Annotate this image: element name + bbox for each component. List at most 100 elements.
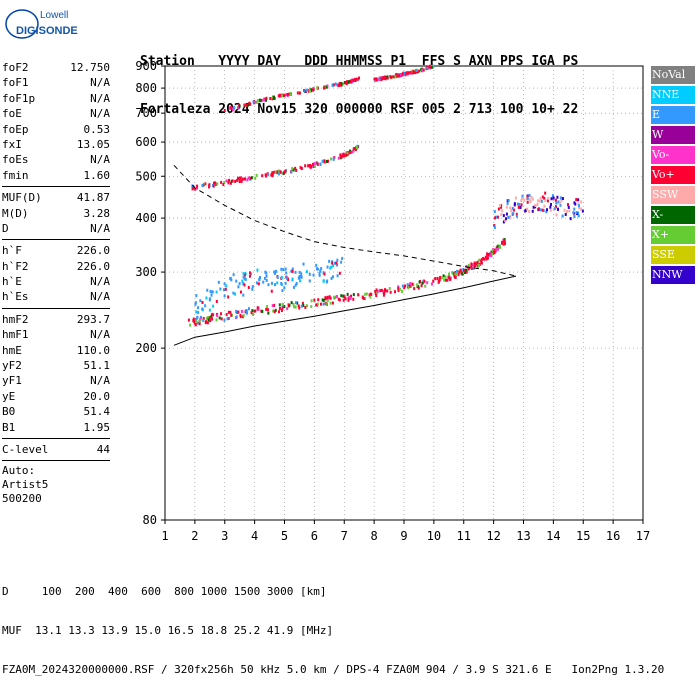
echo-point [312, 165, 315, 169]
echo-point [413, 287, 416, 291]
echo-point [336, 274, 339, 278]
echo-point [422, 68, 425, 72]
echo-point [323, 272, 326, 276]
echo-point [526, 200, 529, 204]
echo-point [208, 308, 211, 312]
x-tick-label: 13 [516, 529, 530, 543]
echo-point [271, 174, 274, 178]
echo-point [517, 205, 520, 209]
footer: D 100 200 400 600 800 1000 1500 3000 [km… [2, 559, 664, 689]
echo-point [348, 295, 351, 299]
echo-point [245, 311, 248, 315]
echo-point [342, 82, 345, 86]
echo-point [251, 285, 254, 289]
y-tick-label: 800 [135, 81, 157, 95]
echo-point [196, 184, 199, 188]
echo-point [512, 208, 515, 212]
echo-point [472, 263, 475, 267]
echo-point [309, 164, 312, 168]
echo-point [499, 205, 502, 209]
echo-point [415, 68, 418, 72]
param-name: B0 [2, 405, 16, 419]
echo-point [328, 259, 331, 263]
echo-point [474, 264, 477, 268]
echo-point [243, 273, 246, 277]
echo-point [256, 306, 259, 310]
echo-point [263, 276, 266, 280]
param-row: D N/A [2, 221, 110, 236]
echo-point [243, 283, 246, 287]
param-value: 0.53 [83, 122, 111, 136]
echo-point [247, 176, 250, 180]
echo-point [386, 75, 389, 79]
y-tick-label: 900 [135, 59, 157, 73]
echo-point [542, 209, 545, 213]
header: Station YYYY DAY DDD HHMMSS P1 FFS S AXN… [140, 22, 578, 134]
param-value: 51.1 [83, 359, 111, 373]
echo-point [573, 215, 576, 219]
echo-point [331, 83, 334, 87]
echo-point [280, 267, 283, 271]
param-name: foF1p [2, 91, 36, 105]
echo-point [520, 197, 523, 201]
echo-point [575, 198, 578, 202]
echo-point [242, 293, 245, 297]
echo-point [204, 182, 207, 186]
echo-point [220, 180, 223, 184]
echo-point [501, 209, 504, 213]
echo-point [357, 293, 360, 297]
echo-point [336, 263, 339, 267]
echo-point [347, 296, 350, 300]
echo-point [326, 295, 329, 299]
echo-point [212, 304, 215, 308]
echo-point [417, 284, 420, 288]
echo-point [196, 321, 199, 325]
echo-point [544, 191, 547, 195]
echo-point [554, 205, 557, 209]
echo-point [557, 207, 560, 211]
echo-point [340, 260, 343, 264]
echo-point [322, 299, 325, 303]
echo-point [417, 69, 420, 73]
echo-point [274, 170, 277, 174]
echo-point [334, 82, 337, 86]
param-value: 110.0 [76, 343, 110, 357]
echo-point [280, 275, 283, 279]
echo-point [345, 80, 348, 84]
echo-point [202, 183, 205, 187]
echo-point [300, 275, 303, 279]
footer-muf: MUF 13.1 13.3 13.9 15.0 16.5 18.8 25.2 4… [2, 624, 334, 637]
auto-line: Artist5 [2, 478, 49, 492]
echo-point [265, 98, 268, 102]
echo-point [291, 167, 294, 171]
echo-point [316, 162, 319, 166]
echo-point [342, 294, 345, 298]
echo-point [437, 280, 440, 284]
echo-point [560, 199, 563, 203]
legend-item: Vo+ [651, 166, 695, 184]
echo-point [536, 199, 539, 203]
echo-point [375, 288, 378, 292]
echo-point [255, 173, 258, 177]
echo-point [453, 272, 456, 276]
echo-point [344, 81, 347, 85]
echo-point [480, 258, 483, 262]
echo-point [465, 270, 468, 274]
echo-point [493, 210, 496, 214]
echo-point [526, 207, 529, 211]
echo-point [225, 313, 228, 317]
echo-point [247, 103, 250, 107]
echo-point [286, 92, 289, 96]
echo-point [403, 286, 406, 290]
echo-point [208, 316, 211, 320]
echo-point [464, 271, 467, 275]
logo-line2: DIGISONDE [16, 25, 78, 37]
param-row: yE 20.0 [2, 389, 110, 404]
echo-point [280, 282, 283, 286]
echo-point [370, 292, 373, 296]
echo-point [278, 93, 281, 97]
echo-point [541, 195, 544, 199]
echo-point [393, 75, 396, 79]
echo-point [283, 305, 286, 309]
echo-point [234, 179, 237, 183]
